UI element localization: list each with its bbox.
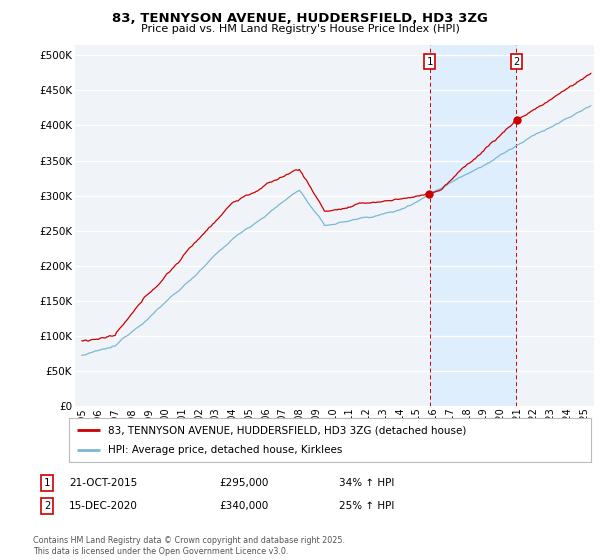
Text: HPI: Average price, detached house, Kirklees: HPI: Average price, detached house, Kirk…: [108, 445, 343, 455]
Text: £340,000: £340,000: [219, 501, 268, 511]
Text: 83, TENNYSON AVENUE, HUDDERSFIELD, HD3 3ZG (detached house): 83, TENNYSON AVENUE, HUDDERSFIELD, HD3 3…: [108, 425, 467, 435]
Text: 2: 2: [513, 57, 520, 67]
Text: Contains HM Land Registry data © Crown copyright and database right 2025.
This d: Contains HM Land Registry data © Crown c…: [33, 536, 345, 556]
Text: 15-DEC-2020: 15-DEC-2020: [69, 501, 138, 511]
Text: 83, TENNYSON AVENUE, HUDDERSFIELD, HD3 3ZG: 83, TENNYSON AVENUE, HUDDERSFIELD, HD3 3…: [112, 12, 488, 25]
Text: £295,000: £295,000: [219, 478, 268, 488]
Text: Price paid vs. HM Land Registry's House Price Index (HPI): Price paid vs. HM Land Registry's House …: [140, 24, 460, 34]
Text: 1: 1: [44, 478, 50, 488]
Text: 25% ↑ HPI: 25% ↑ HPI: [339, 501, 394, 511]
Text: 34% ↑ HPI: 34% ↑ HPI: [339, 478, 394, 488]
Text: 1: 1: [427, 57, 433, 67]
Text: 21-OCT-2015: 21-OCT-2015: [69, 478, 137, 488]
Bar: [430, 45, 517, 406]
Text: 2: 2: [44, 501, 50, 511]
